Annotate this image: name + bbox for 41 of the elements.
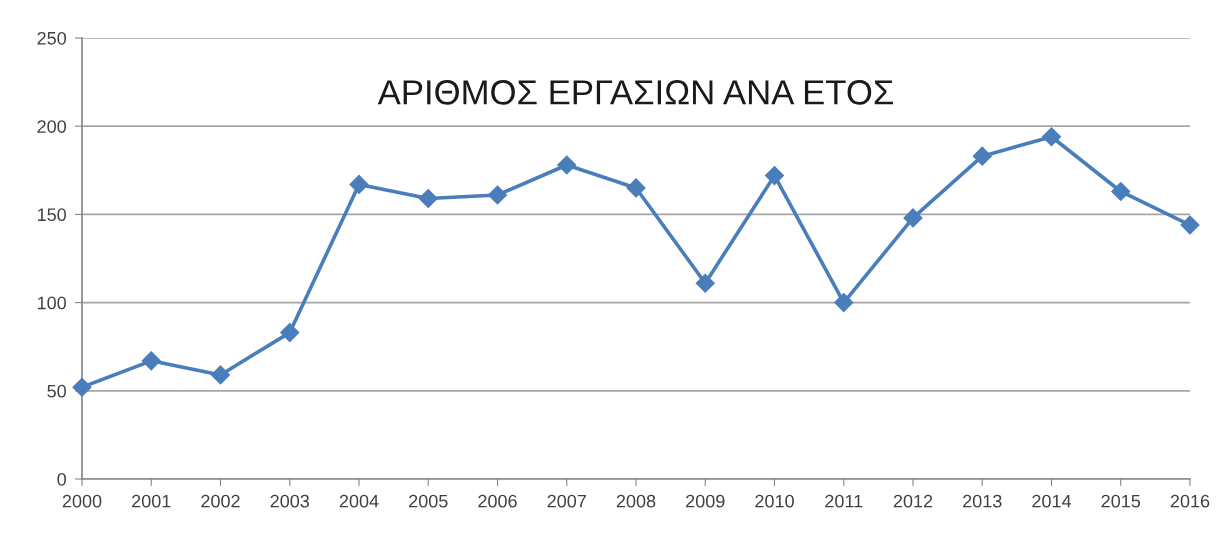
x-tick-label: 2016 — [1170, 494, 1210, 508]
x-tick-label: 2007 — [547, 494, 586, 508]
point — [834, 293, 854, 313]
x-tick-label: 2005 — [409, 494, 448, 508]
point — [349, 174, 369, 194]
point — [764, 166, 785, 186]
x-tick-label: 2011 — [825, 494, 863, 508]
point — [280, 323, 300, 343]
point — [487, 185, 508, 205]
point — [1041, 127, 1062, 147]
point — [695, 273, 715, 293]
x-tick-label: 2002 — [201, 494, 240, 508]
x-tick-label: 2014 — [1032, 494, 1072, 508]
point — [210, 365, 231, 385]
x-tick-label: 2008 — [616, 494, 656, 508]
y-tick-label: 150 — [37, 208, 67, 222]
x-tick-label: 2004 — [339, 494, 379, 508]
text: ΑΡΙΘΜΟΣ ΕΡΓΑΣΙΩΝ ΑΝΑ ΕΤΟΣ — [377, 80, 893, 105]
point — [903, 208, 923, 228]
x-tick-label: 2010 — [755, 494, 794, 508]
y-tick-label: 50 — [47, 384, 67, 398]
y-tick-label: 0 — [57, 472, 67, 486]
y-tick-label: 200 — [37, 120, 67, 133]
point — [1180, 215, 1200, 235]
x-tick-label: 2006 — [478, 494, 517, 508]
x-tick-label: 2012 — [893, 494, 933, 508]
point — [557, 155, 577, 175]
x-tick-label: 2003 — [270, 494, 310, 508]
point — [72, 377, 92, 397]
y-tick-label: 250 — [37, 31, 67, 45]
point — [972, 146, 992, 166]
x-tick-label: 2001 — [132, 494, 171, 508]
x-tick-label: 2013 — [963, 494, 1002, 508]
point — [141, 351, 161, 371]
point — [418, 188, 438, 209]
y-tick-label: 100 — [37, 296, 67, 310]
x-tick-label: 2009 — [686, 494, 725, 508]
point — [626, 178, 646, 198]
point — [1111, 181, 1131, 202]
x-tick-label: 2015 — [1101, 494, 1141, 508]
x-tick-label: 2000 — [62, 494, 102, 508]
